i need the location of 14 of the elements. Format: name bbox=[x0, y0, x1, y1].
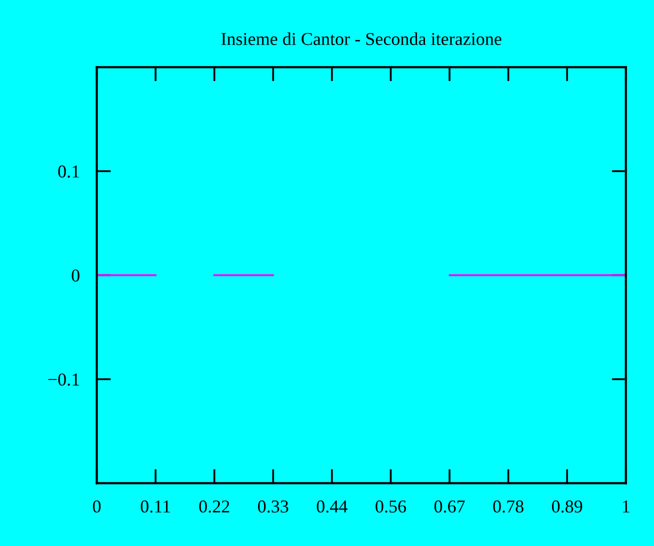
x-tick-label: 0.22 bbox=[199, 500, 230, 513]
chart-title: Insieme di Cantor - Seconda iterazione bbox=[221, 32, 502, 46]
x-tick-label: 1 bbox=[622, 500, 630, 512]
x-tick-label: 0.67 bbox=[434, 500, 465, 513]
x-tick-label: 0.11 bbox=[140, 500, 170, 513]
x-tick-label: 0.89 bbox=[552, 500, 582, 513]
x-tick-label: 0.78 bbox=[493, 500, 524, 513]
x-tick-label: 0.56 bbox=[376, 500, 406, 513]
y-tick-label: 0 bbox=[72, 269, 80, 282]
y-tick-label: 0.1 bbox=[58, 165, 80, 178]
x-tick-label: 0 bbox=[92, 500, 101, 513]
x-tick-label: 0.44 bbox=[316, 500, 348, 513]
x-tick-label: 0.33 bbox=[258, 500, 288, 513]
y-tick-label: −0.1 bbox=[48, 373, 80, 386]
